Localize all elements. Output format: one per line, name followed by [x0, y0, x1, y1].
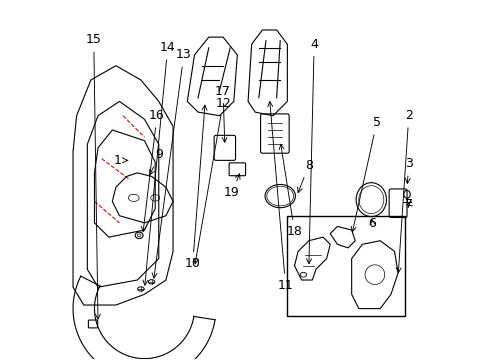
Text: 10: 10 — [184, 105, 206, 270]
Text: 14: 14 — [142, 41, 175, 285]
Text: 18: 18 — [279, 144, 302, 238]
Text: 19: 19 — [224, 174, 240, 199]
Text: 11: 11 — [267, 102, 293, 292]
Text: 13: 13 — [152, 49, 191, 278]
Text: 16: 16 — [141, 109, 164, 231]
Text: 8: 8 — [297, 159, 312, 193]
Text: 15: 15 — [85, 33, 102, 319]
Text: 4: 4 — [306, 38, 318, 264]
Text: 3: 3 — [404, 157, 412, 183]
Text: 7: 7 — [404, 198, 412, 211]
Text: 9: 9 — [149, 148, 163, 175]
Bar — [287, 216, 405, 316]
Text: 6: 6 — [367, 217, 376, 230]
Text: 12: 12 — [193, 97, 230, 264]
Text: 1: 1 — [114, 154, 127, 167]
Text: 2: 2 — [395, 109, 412, 273]
Text: 5: 5 — [350, 116, 380, 232]
Text: 17: 17 — [215, 85, 230, 142]
